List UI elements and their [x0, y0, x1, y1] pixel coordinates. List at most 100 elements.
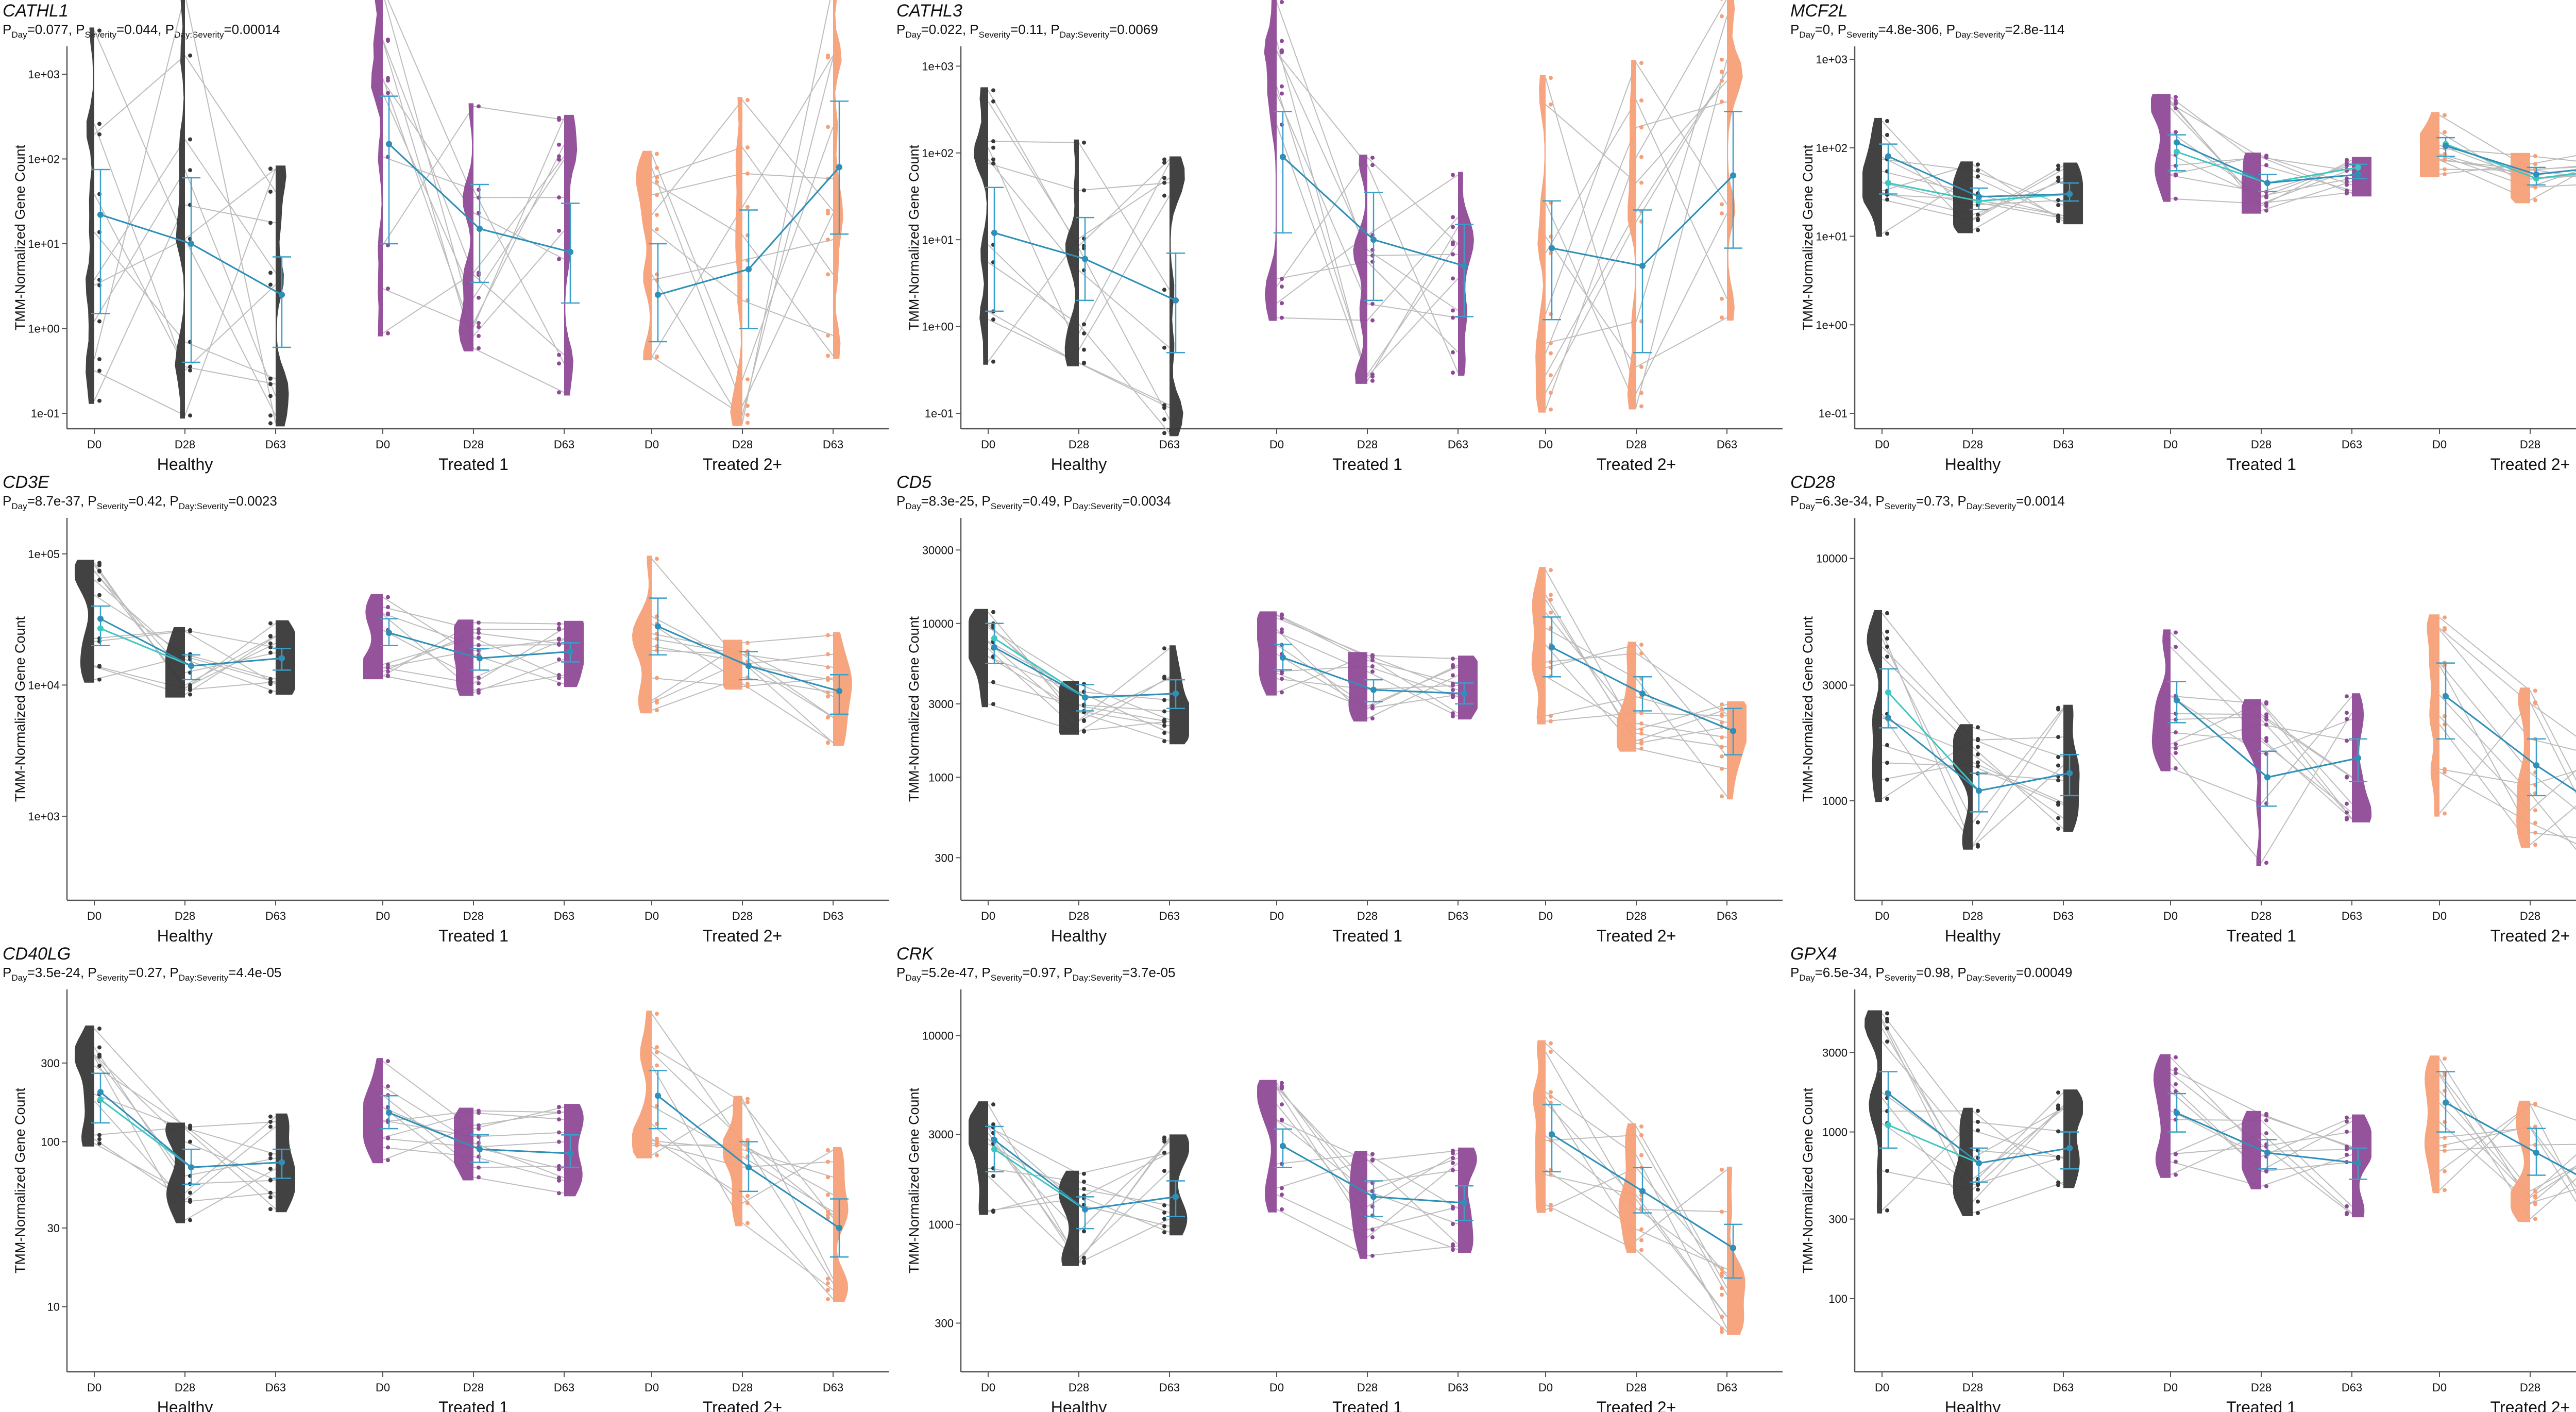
data-point [2264, 201, 2268, 206]
data-point [557, 1167, 561, 1172]
x-tick-label: D63 [2342, 438, 2362, 451]
x-tick-label: D28 [732, 910, 753, 922]
data-point [268, 680, 273, 684]
p-letter: , P [158, 22, 174, 37]
data-point [826, 1213, 830, 1217]
data-point [386, 674, 390, 678]
group-label: Treated 2+ [1597, 927, 1676, 945]
data-point [1549, 76, 1553, 80]
data-point [2264, 717, 2268, 722]
x-tick-label: D63 [1159, 1381, 1180, 1394]
x-tick-label: D0 [1538, 1381, 1553, 1394]
data-point [2345, 738, 2349, 743]
data-point [1162, 180, 1166, 185]
p-letter: P [1790, 22, 1799, 37]
data-point [1720, 1209, 1724, 1214]
p-subscript: Day:Severity [1073, 501, 1123, 511]
data-point [268, 677, 273, 681]
data-point [97, 578, 101, 582]
data-point [477, 643, 481, 648]
pair-line [2439, 662, 2576, 810]
y-tick-label: 1000 [1822, 795, 1848, 808]
data-point [2443, 1149, 2447, 1153]
data-point [477, 691, 481, 695]
data-point [1549, 1207, 1553, 1212]
group-label: Treated 1 [1332, 927, 1402, 945]
data-point [991, 145, 995, 150]
data-point [2056, 1105, 2060, 1110]
data-point [991, 610, 995, 614]
mean-point [386, 141, 392, 147]
data-point [2056, 1155, 2060, 1159]
data-point [826, 1192, 830, 1197]
mean-point [1976, 1160, 1982, 1167]
data-point [188, 364, 192, 369]
mean-point [1549, 245, 1555, 251]
data-point [188, 686, 192, 691]
data-point [1280, 301, 1284, 306]
y-tick-label: 1e+03 [1816, 53, 1848, 66]
data-point [2443, 1169, 2447, 1173]
violin-3-2 [2511, 153, 2530, 204]
data-point [2174, 751, 2178, 755]
data-point [2345, 190, 2349, 194]
data-point [1162, 345, 1166, 350]
p-value: =8.7e-37 [27, 493, 80, 509]
mean-point [1885, 153, 1891, 160]
data-point [1885, 231, 1889, 236]
data-point [2264, 1118, 2268, 1123]
data-point [557, 228, 561, 233]
data-point [1549, 102, 1553, 107]
x-tick-label: D0 [981, 1381, 995, 1394]
data-point [1549, 391, 1553, 395]
data-point [2443, 158, 2447, 162]
data-point [2264, 208, 2268, 213]
data-point [1162, 176, 1166, 180]
violin-2-3 [564, 620, 584, 687]
data-point [2174, 730, 2178, 735]
data-point [1885, 636, 1889, 641]
x-tick-label: D0 [1269, 910, 1284, 922]
data-point [1082, 360, 1086, 365]
data-point [1976, 162, 1980, 167]
data-point [268, 1166, 273, 1171]
mean-point [2264, 1149, 2270, 1156]
data-point [1451, 308, 1455, 313]
median-point [97, 1096, 104, 1103]
x-tick-label: D28 [175, 438, 195, 451]
panel-title: CATHL3 [896, 1, 962, 21]
x-tick-label: D28 [2520, 438, 2540, 451]
data-point [1162, 1169, 1166, 1173]
p-values: PDay=6.5e-34, PSeverity=0.98, PDay:Sever… [1790, 965, 2072, 983]
panel-title: CD40LG [3, 944, 71, 964]
x-tick-label: D63 [1159, 438, 1180, 451]
mean-point [567, 248, 573, 255]
mean-point [745, 1164, 752, 1171]
x-tick-label: D63 [2342, 910, 2362, 922]
data-point [1976, 1187, 1980, 1192]
mean-point [1173, 690, 1179, 697]
data-point [991, 680, 995, 684]
data-point [1549, 1041, 1553, 1046]
p-letter: , P [1868, 965, 1885, 980]
mean-point [188, 663, 194, 669]
data-point [1082, 1229, 1086, 1234]
p-letter: P [1790, 965, 1799, 980]
y-tick-label: 1e+01 [28, 238, 60, 250]
data-point [2443, 113, 2447, 117]
p-value: =0.42 [128, 493, 162, 509]
mean-point [188, 1164, 194, 1171]
x-tick-label: D0 [645, 1381, 659, 1394]
x-tick-label: D28 [1069, 1381, 1089, 1394]
mean-point [1730, 1245, 1736, 1251]
data-point [745, 1100, 750, 1104]
data-point [97, 132, 101, 137]
violin-2-2 [2242, 699, 2261, 866]
x-tick-label: D63 [265, 1381, 286, 1394]
violin-3-1 [632, 556, 652, 714]
p-letter: P [1790, 493, 1799, 509]
data-point [2264, 722, 2268, 727]
data-point [1451, 215, 1455, 220]
data-point [97, 568, 101, 573]
data-point [1280, 690, 1284, 695]
